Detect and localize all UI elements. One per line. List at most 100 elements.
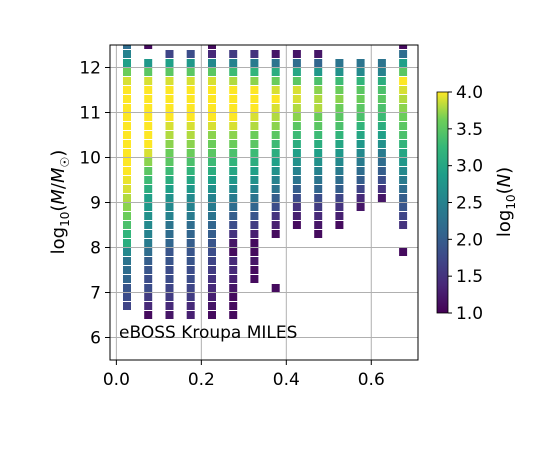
heatmap-cell [144, 59, 153, 67]
heatmap-cell [271, 158, 280, 166]
heatmap-cell [335, 86, 344, 94]
heatmap-cell [250, 104, 259, 112]
heatmap-cell [208, 149, 216, 157]
heatmap-cell [335, 122, 344, 130]
heatmap-cell [123, 149, 131, 157]
colorbar-ticks: 1.0 1.5 2.0 2.5 3.0 3.5 4.0 [448, 83, 483, 324]
heatmap-cell [356, 59, 365, 67]
heatmap-cell [144, 302, 153, 310]
heatmap-cell [144, 248, 153, 256]
heatmap-cell [123, 77, 131, 85]
heatmap-cell [229, 194, 238, 202]
heatmap-cell [165, 176, 174, 184]
heatmap-cell [229, 302, 238, 310]
heatmap-cell [144, 113, 153, 121]
heatmap-cell [314, 86, 323, 94]
colorbar-tick-label: 2.5 [456, 194, 483, 214]
heatmap-cell [292, 140, 301, 148]
heatmap-cell [399, 104, 408, 112]
heatmap-cell [250, 185, 259, 193]
heatmap-cell [165, 194, 174, 202]
heatmap-cell [292, 113, 301, 121]
heatmap-cell [165, 167, 174, 175]
heatmap-cell [229, 230, 238, 238]
heatmap-cell [208, 203, 216, 211]
heatmap-cell [165, 230, 174, 238]
heatmap-cell [250, 194, 259, 202]
heatmap-cell [229, 221, 238, 229]
heatmap-cell [123, 185, 131, 193]
heatmap-cell [123, 167, 131, 175]
y-tick-label: 9 [90, 194, 101, 214]
heatmap-cell [208, 185, 216, 193]
heatmap-cell [314, 176, 323, 184]
heatmap-cell [208, 86, 216, 94]
colorbar-tick-label: 3.5 [456, 120, 483, 140]
heatmap-cell [229, 275, 238, 283]
heatmap-cell [165, 203, 174, 211]
heatmap-cell [250, 257, 259, 265]
heatmap-cell [250, 140, 259, 148]
heatmap-cell [292, 158, 301, 166]
heatmap-cell [250, 122, 259, 130]
heatmap-cell [399, 167, 408, 175]
heatmap-cell [399, 95, 408, 103]
heatmap-cell [186, 149, 195, 157]
heatmap-cell [271, 59, 280, 67]
heatmap-cell [144, 275, 153, 283]
heatmap-cell [123, 140, 131, 148]
heatmap-cell [229, 176, 238, 184]
heatmap-cell [144, 45, 153, 49]
heatmap-cell [123, 68, 131, 76]
heatmap-cell [271, 50, 280, 58]
heatmap-cell [165, 185, 174, 193]
heatmap-cell [123, 176, 131, 184]
y-axis-label: log10(M/M☉) [48, 150, 72, 255]
heatmap-cell [123, 284, 131, 292]
heatmap-cell [250, 167, 259, 175]
heatmap-cell [165, 104, 174, 112]
heatmap-cell [399, 185, 408, 193]
heatmap-cell [123, 230, 131, 238]
heatmap-cell [186, 185, 195, 193]
heatmap-cell [314, 185, 323, 193]
heatmap-cell [292, 59, 301, 67]
heatmap-cell [314, 50, 323, 58]
heatmap-cell [271, 185, 280, 193]
heatmap-cell [335, 59, 344, 67]
heatmap-cell [356, 140, 365, 148]
heatmap-cell [250, 131, 259, 139]
heatmap-cell [250, 221, 259, 229]
heatmap-cells [123, 45, 408, 319]
heatmap-cell [165, 131, 174, 139]
heatmap-cell [335, 203, 344, 211]
heatmap-cell [123, 50, 131, 58]
heatmap-cell [123, 45, 131, 49]
heatmap-cell [123, 86, 131, 94]
heatmap-cell [399, 176, 408, 184]
heatmap-cell [229, 50, 238, 58]
heatmap-cell [186, 167, 195, 175]
heatmap-cell [314, 212, 323, 220]
heatmap-cell [229, 212, 238, 220]
heatmap-cell [123, 95, 131, 103]
heatmap-cell [165, 77, 174, 85]
heatmap-cell [229, 185, 238, 193]
heatmap-cell [250, 266, 259, 274]
heatmap-cell [208, 50, 216, 58]
heatmap-cell [123, 221, 131, 229]
heatmap-cell [186, 311, 195, 319]
heatmap-cell [377, 104, 386, 112]
colorbar-tick-label: 1.5 [456, 267, 483, 287]
heatmap-cell [292, 185, 301, 193]
heatmap-cell [292, 149, 301, 157]
heatmap-cell [165, 122, 174, 130]
heatmap-cell [271, 113, 280, 121]
y-tick-label: 6 [90, 329, 101, 349]
heatmap-cell [186, 239, 195, 247]
heatmap-cell [377, 167, 386, 175]
heatmap-cell [165, 68, 174, 76]
heatmap-cell [123, 122, 131, 130]
heatmap-cell [356, 86, 365, 94]
